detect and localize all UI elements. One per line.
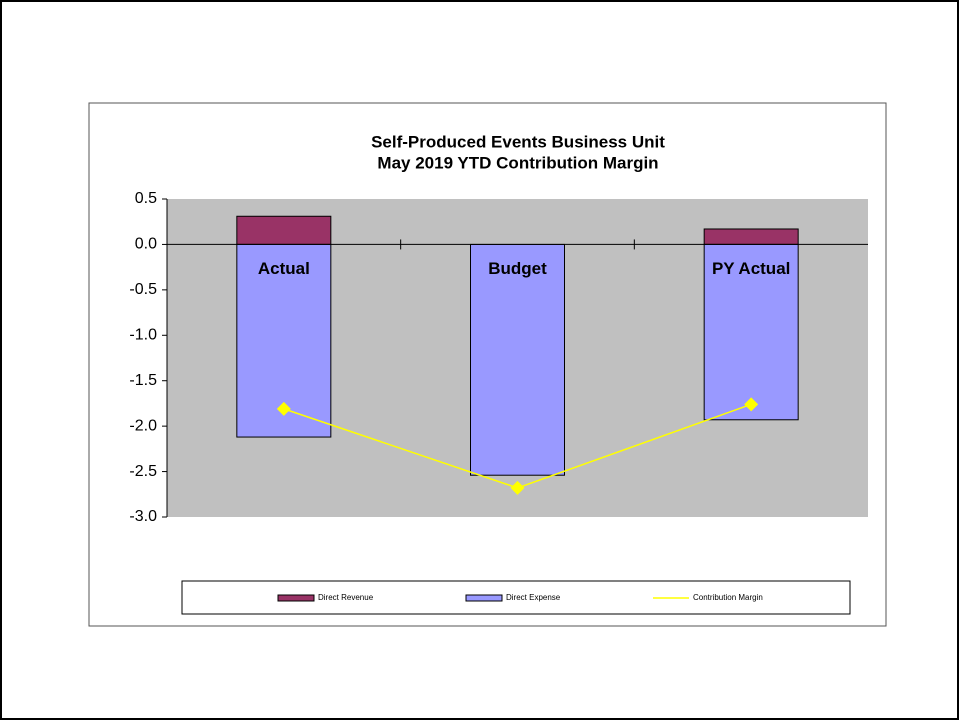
legend-label: Contribution Margin	[693, 593, 763, 602]
legend-swatch	[277, 594, 315, 602]
legend-label: Direct Revenue	[318, 593, 374, 602]
y-tick-label: -2.0	[129, 417, 157, 434]
y-tick-label: 0.0	[135, 236, 157, 253]
legend-swatch	[465, 594, 503, 602]
y-tick-label: -3.0	[129, 508, 157, 525]
line-marker	[276, 401, 291, 416]
y-tick-label: -1.0	[129, 327, 157, 344]
y-tick-label: 0.5	[135, 190, 157, 207]
bar	[703, 228, 799, 245]
line-marker	[510, 480, 525, 495]
chart-title: May 2019 YTD Contribution Margin	[377, 153, 658, 172]
x-tick-label: PY Actual	[712, 259, 790, 278]
y-tick-label: -1.5	[129, 372, 157, 389]
chart-title: Self-Produced Events Business Unit	[371, 132, 665, 151]
y-tick-label: -2.5	[129, 463, 157, 480]
x-tick-label: Budget	[488, 259, 547, 278]
bar	[470, 243, 565, 476]
y-tick-label: -0.5	[129, 281, 157, 298]
legend-label: Direct Expense	[506, 593, 561, 602]
bar	[236, 215, 332, 245]
x-tick-label: Actual	[258, 259, 310, 278]
line-marker	[744, 397, 759, 412]
